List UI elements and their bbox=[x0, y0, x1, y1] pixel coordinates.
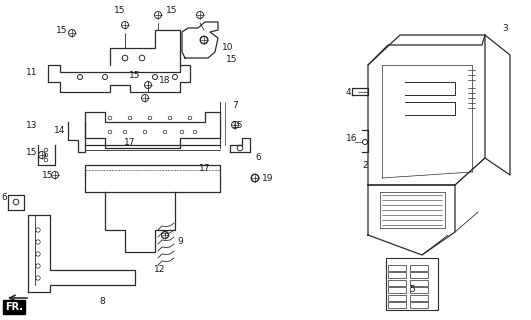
Text: 15: 15 bbox=[226, 55, 238, 65]
Text: 2: 2 bbox=[362, 161, 368, 170]
Text: 5: 5 bbox=[409, 285, 415, 294]
Text: 6: 6 bbox=[255, 154, 261, 163]
Text: 14: 14 bbox=[54, 125, 66, 134]
Text: 17: 17 bbox=[199, 164, 211, 172]
Bar bbox=[410, 272, 428, 278]
Bar bbox=[410, 265, 428, 271]
Text: 15: 15 bbox=[232, 121, 244, 130]
Text: 17: 17 bbox=[124, 138, 136, 147]
Bar bbox=[388, 280, 406, 286]
Bar bbox=[388, 302, 406, 308]
Text: 16: 16 bbox=[346, 133, 358, 142]
Bar bbox=[386, 258, 438, 310]
Text: 10: 10 bbox=[222, 44, 234, 52]
Text: 15: 15 bbox=[42, 171, 54, 180]
Text: 18: 18 bbox=[159, 76, 171, 84]
Bar bbox=[388, 272, 406, 278]
Text: 6: 6 bbox=[1, 194, 7, 203]
Bar bbox=[388, 287, 406, 293]
Text: 15: 15 bbox=[56, 26, 68, 35]
Text: 15: 15 bbox=[114, 5, 126, 14]
Text: 15: 15 bbox=[166, 5, 178, 14]
Text: 4: 4 bbox=[345, 87, 351, 97]
Text: 12: 12 bbox=[155, 266, 166, 275]
Text: 9: 9 bbox=[177, 237, 183, 246]
Bar bbox=[388, 265, 406, 271]
Text: 15: 15 bbox=[129, 70, 141, 79]
Text: 7: 7 bbox=[232, 100, 238, 109]
Bar bbox=[388, 295, 406, 300]
Bar bbox=[410, 287, 428, 293]
Text: 13: 13 bbox=[26, 121, 38, 130]
Text: FR.: FR. bbox=[5, 302, 23, 312]
Bar bbox=[410, 302, 428, 308]
Text: 15: 15 bbox=[26, 148, 38, 156]
Bar bbox=[410, 280, 428, 286]
Text: 3: 3 bbox=[502, 23, 508, 33]
Text: FR.: FR. bbox=[5, 302, 23, 312]
Text: 11: 11 bbox=[26, 68, 38, 76]
Bar bbox=[410, 295, 428, 300]
Text: 8: 8 bbox=[99, 298, 105, 307]
Text: 19: 19 bbox=[262, 173, 274, 182]
